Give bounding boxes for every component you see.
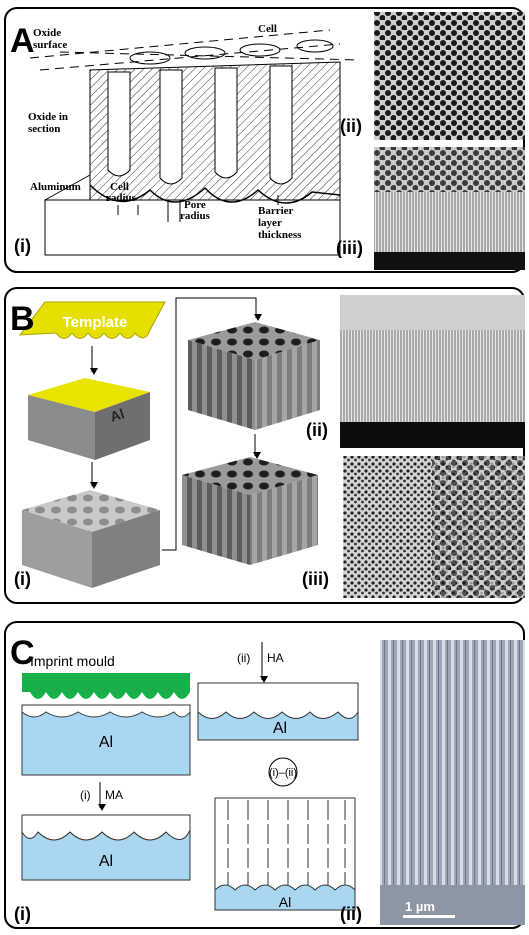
sub-label: (iii)	[302, 569, 329, 589]
illustration-shape	[374, 147, 525, 192]
sub-label: (iii)	[336, 238, 363, 258]
annotation: Template	[63, 314, 128, 331]
annotation: (ii)	[237, 651, 250, 665]
sub-label: (ii)	[340, 116, 362, 136]
panel-a: A Oxide surface Cell Oxide in section Al…	[5, 8, 525, 272]
panel-b: Template Al B (i) (ii) (iii)	[5, 288, 525, 603]
illustration-shape	[240, 44, 280, 56]
annotation: Al	[99, 853, 113, 870]
illustration-shape	[432, 456, 525, 598]
sub-label: (i)	[14, 569, 31, 589]
annotation: Oxide	[33, 27, 61, 39]
annotation: Al	[99, 734, 113, 751]
illustration-shape	[374, 252, 525, 270]
illustration-shape	[380, 885, 525, 925]
annotation: MA	[105, 788, 123, 802]
panel-label: A	[10, 22, 35, 60]
annotation: Imprint mould	[30, 653, 115, 669]
panel-c: Imprint mould Al Al Al Al (i) MA (ii) HA…	[5, 622, 525, 928]
annotation: section	[28, 123, 60, 135]
illustration-shape	[215, 68, 237, 178]
sub-label: (i)	[14, 236, 31, 256]
annotation: radius	[106, 192, 137, 204]
sub-label: (i)	[14, 904, 31, 924]
illustration-shape	[198, 683, 358, 719]
illustration-shape	[374, 12, 525, 140]
illustration-shape	[270, 66, 292, 184]
annotation: Aluminum	[30, 181, 81, 193]
annotation: Oxide in	[28, 111, 68, 123]
illustration-shape	[108, 72, 130, 176]
panel-label: B	[10, 300, 35, 338]
illustration-shape	[22, 673, 190, 699]
annotation: thickness	[258, 229, 302, 241]
annotation: (i)–(ii)	[269, 767, 297, 779]
illustration-shape	[160, 70, 182, 184]
panel-label: C	[10, 634, 35, 672]
annotation: Al	[279, 894, 291, 910]
illustration-shape	[340, 295, 525, 330]
figure: A Oxide surface Cell Oxide in section Al…	[0, 0, 529, 935]
illustration-shape	[340, 422, 525, 448]
annotation: radius	[180, 210, 211, 222]
annotation: (i)	[80, 788, 91, 802]
annotation: surface	[33, 39, 67, 51]
illustration-shape	[403, 915, 455, 918]
annotation: Al	[273, 720, 287, 737]
annotation: layer	[258, 217, 282, 229]
annotation: Cell	[258, 23, 277, 35]
scale-bar-label: 1 µm	[405, 899, 435, 914]
annotation: HA	[267, 651, 284, 665]
illustration-shape	[380, 640, 525, 925]
annotation: Barrier	[258, 205, 294, 217]
sub-label: (ii)	[306, 420, 328, 440]
illustration-shape	[185, 47, 225, 59]
sub-label: (ii)	[340, 904, 362, 924]
illustration-shape	[130, 52, 170, 64]
